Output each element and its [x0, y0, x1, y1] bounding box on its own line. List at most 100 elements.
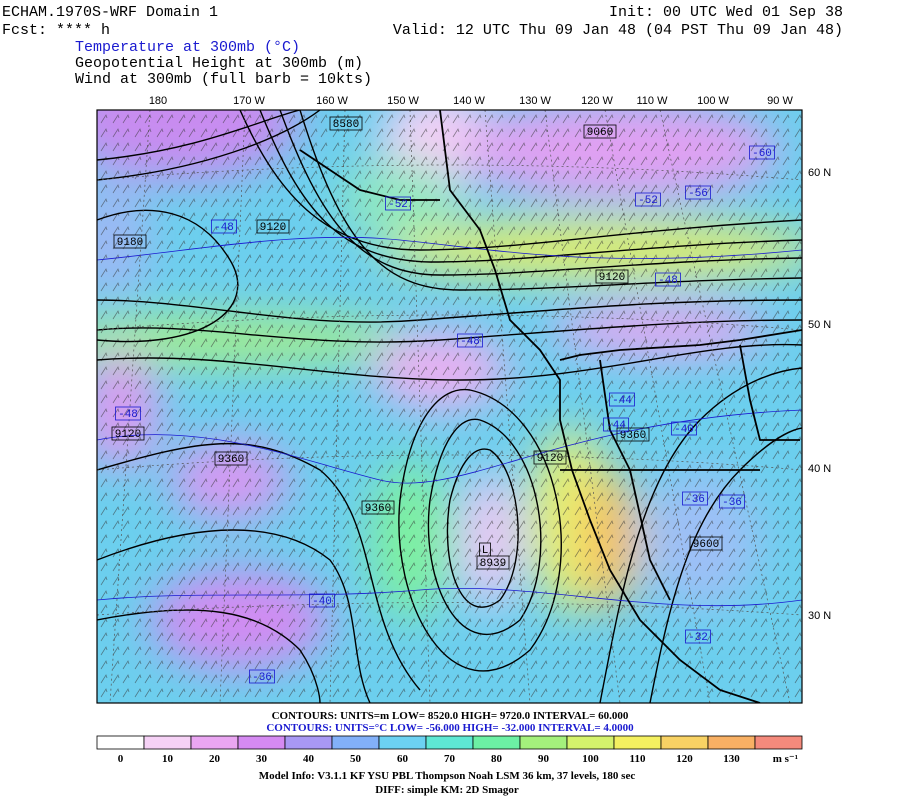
label-box — [583, 124, 617, 139]
lon-label: 160 W — [316, 95, 348, 107]
colorbar-swatch — [519, 735, 568, 750]
contour-label: 9360 — [620, 430, 646, 442]
contour-label: -44 — [612, 395, 632, 407]
lon-label: 170 W — [233, 95, 265, 107]
label-box — [719, 494, 745, 509]
footer: DIFF: simple KM: 2D Smagor — [375, 784, 519, 796]
coastline — [299, 110, 802, 703]
colorbar-swatch — [378, 735, 427, 750]
colorbar-swatch — [707, 735, 756, 750]
label-box — [329, 116, 363, 131]
contour-label: -32 — [688, 632, 708, 644]
lon-label: 150 W — [387, 95, 419, 107]
lon-label: 100 W — [697, 95, 729, 107]
colorbar-swatch — [237, 735, 286, 750]
label-box — [749, 145, 775, 160]
lon-label: 130 W — [519, 95, 551, 107]
contour-label: -40 — [674, 424, 694, 436]
label-box — [211, 219, 237, 234]
colorbar-swatch — [754, 735, 803, 750]
contour-label: 8580 — [333, 119, 359, 131]
label-box — [476, 555, 510, 570]
label-box — [616, 427, 650, 442]
contour-label: 9120 — [599, 272, 625, 284]
label-box — [256, 219, 290, 234]
contour-label: -48 — [460, 336, 480, 348]
init-time: Init: 00 UTC Wed 01 Sep 38 — [609, 4, 843, 21]
label-box — [385, 196, 411, 211]
label-box — [682, 491, 708, 506]
colorbar-tick: 40 — [303, 753, 315, 765]
contour-label: -60 — [752, 148, 772, 160]
contour-label: 9120 — [260, 222, 286, 234]
height-contours — [97, 110, 802, 703]
label-box — [609, 392, 635, 407]
label-box — [595, 269, 629, 284]
contour-label: -36 — [252, 672, 272, 684]
label-box — [685, 185, 711, 200]
field-label: Geopotential Height at 300mb (m) — [75, 55, 363, 72]
colorbar-swatch — [472, 735, 521, 750]
lon-label: 120 W — [581, 95, 613, 107]
colorbar-tick: 130 — [723, 753, 740, 765]
contour-info: CONTOURS: UNITS=m LOW= 8520.0 HIGH= 9720… — [272, 710, 629, 722]
label-box — [111, 426, 145, 441]
colorbar-swatch — [331, 735, 380, 750]
colorbar-tick: 80 — [491, 753, 503, 765]
map-frame — [96, 109, 803, 704]
contour-label: -48 — [118, 409, 138, 421]
forecast: Fcst: **** h — [2, 22, 110, 39]
contour-label: -56 — [688, 188, 708, 200]
field-label: Temperature at 300mb (°C) — [75, 39, 300, 56]
contour-label: 9360 — [218, 454, 244, 466]
label-box — [115, 406, 141, 421]
colorbar-tick: 60 — [397, 753, 409, 765]
colorbar-units: m s⁻¹ — [773, 753, 798, 765]
lat-label: 40 N — [808, 463, 831, 475]
contour-label: -52 — [388, 199, 408, 211]
label-box — [635, 192, 661, 207]
colorbar-swatch — [660, 735, 709, 750]
colorbar-swatch — [613, 735, 662, 750]
contour-label: -36 — [722, 497, 742, 509]
contour-label: 9060 — [587, 127, 613, 139]
colorbar-tick: 20 — [209, 753, 221, 765]
colorbar-tick: 70 — [444, 753, 456, 765]
contour-label: 9180 — [117, 237, 143, 249]
label-box — [689, 536, 723, 551]
colorbar-swatch — [96, 735, 145, 750]
contour-label: 9120 — [115, 429, 141, 441]
contour-label: -36 — [685, 494, 705, 506]
contour-label: 9120 — [537, 453, 563, 465]
lon-label: 90 W — [767, 95, 793, 107]
lon-label: 180 — [149, 95, 167, 107]
footer: Model Info: V3.1.1 KF YSU PBL Thompson N… — [259, 770, 636, 782]
label-box — [214, 451, 248, 466]
colorbar-tick: 0 — [118, 753, 124, 765]
lat-label: 60 N — [808, 167, 831, 179]
lon-label: 140 W — [453, 95, 485, 107]
colorbar-tick: 110 — [630, 753, 646, 765]
contour-label: 8939 — [480, 558, 506, 570]
label-box — [603, 417, 629, 432]
contour-label: -48 — [214, 222, 234, 234]
contour-label: -40 — [312, 596, 332, 608]
contour-label: 9360 — [365, 503, 391, 515]
lat-label: 30 N — [808, 610, 831, 622]
valid-time: Valid: 12 UTC Thu 09 Jan 48 (04 PST Thu … — [393, 22, 843, 39]
contour-label: 9600 — [693, 539, 719, 551]
contour-info: CONTOURS: UNITS=°C LOW= -56.000 HIGH= -3… — [266, 722, 634, 734]
colorbar-swatch — [284, 735, 333, 750]
field-label: Wind at 300mb (full barb = 10kts) — [75, 71, 372, 88]
temp-contours — [97, 236, 802, 607]
graticule — [97, 110, 802, 703]
colorbar-tick: 30 — [256, 753, 268, 765]
contour-label: -48 — [658, 275, 678, 287]
colorbar-tick: 90 — [538, 753, 550, 765]
lat-label: 50 N — [808, 319, 831, 331]
colorbar-swatch — [143, 735, 192, 750]
colorbar-swatch — [190, 735, 239, 750]
wind-barbs — [97, 110, 802, 703]
colorbar-tick: 50 — [350, 753, 362, 765]
